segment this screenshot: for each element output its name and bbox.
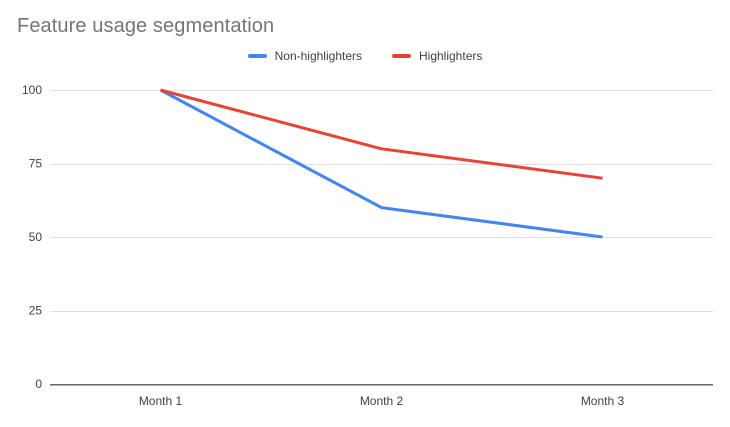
y-tick-label: 100 <box>22 83 42 97</box>
y-tick-label: 50 <box>29 230 43 244</box>
legend-swatch-icon <box>247 54 267 58</box>
y-tick-label: 75 <box>29 157 43 171</box>
x-tick-label: Month 3 <box>581 394 625 408</box>
series-line-non-highlighters <box>159 88 603 239</box>
chart-legend: Non-highlighters Highlighters <box>0 49 730 63</box>
x-tick-label: Month 2 <box>360 394 404 408</box>
legend-label: Highlighters <box>419 49 483 63</box>
series-line-highlighters <box>160 88 603 180</box>
legend-item-1: Highlighters <box>392 49 482 63</box>
legend-item-0: Non-highlighters <box>247 49 362 63</box>
y-tick-label: 0 <box>35 377 42 391</box>
y-tick-label: 25 <box>29 304 43 318</box>
legend-swatch-icon <box>392 54 411 58</box>
chart-title: Feature usage segmentation <box>17 15 275 37</box>
x-tick-label: Month 1 <box>139 394 183 408</box>
legend-label: Non-highlighters <box>274 49 362 63</box>
